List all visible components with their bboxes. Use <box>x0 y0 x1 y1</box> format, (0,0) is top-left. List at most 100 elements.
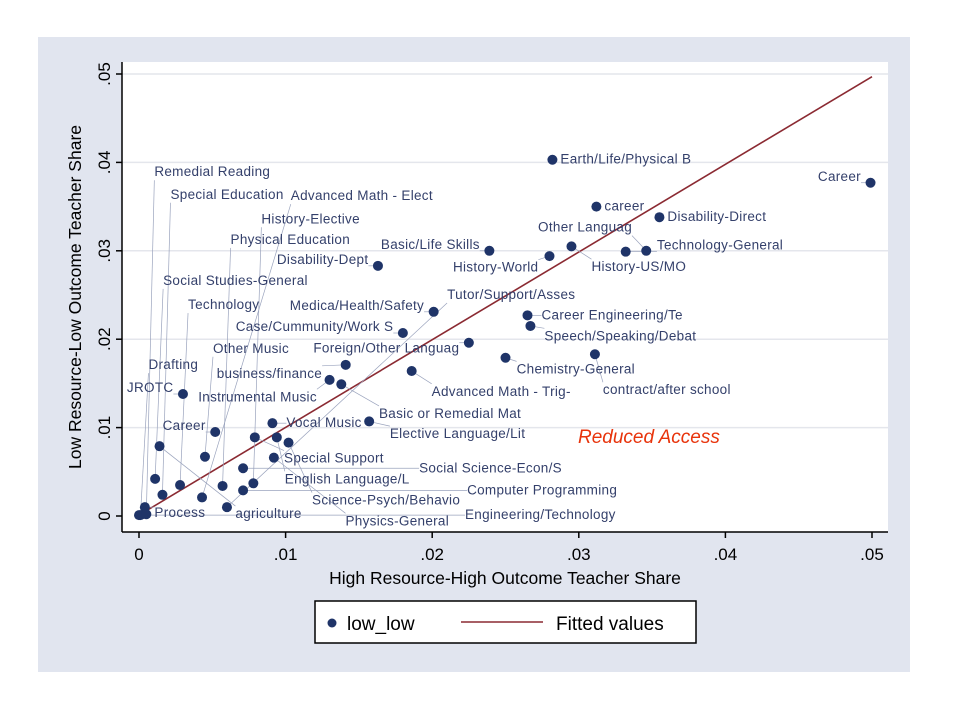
data-point <box>544 251 555 262</box>
data-point <box>500 352 511 363</box>
label-leader-line <box>179 313 189 486</box>
data-point-label: Special Education <box>170 187 283 202</box>
data-point <box>484 245 495 256</box>
label-leader-line <box>204 356 214 457</box>
data-point-label: Other Languag <box>538 220 632 235</box>
legend-marker-points <box>327 618 337 628</box>
data-point-label: Basic/Life Skills <box>381 237 480 252</box>
data-point-label: Elective Language/Lit <box>390 426 525 441</box>
data-point-label: Instrumental Music <box>198 389 317 404</box>
data-point <box>620 246 631 257</box>
label-leader-line <box>140 373 149 516</box>
data-point <box>340 359 351 370</box>
data-point-label: Case/Cummunity/Work S <box>236 319 394 334</box>
label-leader-line <box>273 457 346 514</box>
data-point <box>547 154 558 165</box>
data-point <box>589 349 600 360</box>
data-point <box>463 337 474 348</box>
label-leader-line <box>222 247 231 486</box>
data-point-label: Special Support <box>284 451 384 466</box>
data-point-label: Career <box>818 169 861 184</box>
data-point-label: Science-Psych/Behavio <box>312 493 460 508</box>
data-point-label: Physics-General <box>346 513 450 528</box>
data-point <box>271 432 282 443</box>
data-point-label: Social Science-Econ/S <box>419 460 562 475</box>
label-leader-line <box>145 180 155 515</box>
data-point-label: Physical Education <box>231 232 350 247</box>
data-point <box>364 416 375 427</box>
label-leader-line <box>159 445 236 507</box>
label-leader-line <box>276 437 286 472</box>
data-point-label: Disability-Dept <box>277 252 369 267</box>
y-tick-label: .05 <box>95 62 114 86</box>
data-point <box>372 260 383 271</box>
x-tick-label: .01 <box>274 545 298 564</box>
label-leader-line <box>226 302 448 508</box>
data-point <box>238 485 249 496</box>
data-point <box>525 320 536 331</box>
data-point <box>154 441 165 452</box>
legend: low_low Fitted values <box>314 600 697 644</box>
y-tick-label: .04 <box>95 151 114 175</box>
data-point-label: Drafting <box>148 357 198 372</box>
data-point-label: Vocal Music <box>286 415 361 430</box>
data-point <box>654 212 665 223</box>
data-point-label: History-US/MO <box>591 259 686 274</box>
data-point-label: History-Elective <box>261 211 360 226</box>
data-point <box>591 201 602 212</box>
data-point <box>249 432 260 443</box>
data-point-label: Social Studies-General <box>163 273 308 288</box>
x-tick-label: .03 <box>567 545 591 564</box>
data-point <box>248 478 259 489</box>
data-point-label: Earth/Life/Physical B <box>560 152 691 167</box>
data-point-label: JROTC <box>127 380 174 395</box>
data-point-label: English Language/L <box>285 471 410 486</box>
legend-label-fit: Fitted values <box>556 614 664 635</box>
data-point-label: Basic or Remedial Mat <box>379 406 521 421</box>
data-point <box>397 328 408 339</box>
data-point-label: Chemistry-General <box>517 361 635 376</box>
data-point-label: Advanced Math - Trig- <box>432 384 571 399</box>
data-point-label: career <box>604 199 644 214</box>
data-point-label: contract/after school <box>603 382 731 397</box>
data-point <box>221 502 232 513</box>
label-leader-line <box>201 203 292 498</box>
data-point-label: Career <box>163 418 206 433</box>
annotation-reduced-access: Reduced Access <box>578 427 720 448</box>
data-point-label: Technology <box>188 297 259 312</box>
label-leader-line <box>341 383 380 407</box>
data-point-label: Remedial Reading <box>154 164 270 179</box>
data-point <box>566 241 577 252</box>
y-tick-label: .01 <box>95 416 114 440</box>
data-point <box>141 509 152 520</box>
data-point <box>199 451 210 462</box>
data-point <box>865 177 876 188</box>
data-point <box>175 480 186 491</box>
data-point-label: Process <box>154 505 205 520</box>
data-point-label: Medica/Health/Safety <box>290 298 424 313</box>
data-point-label: Foreign/Other Languag <box>313 341 459 356</box>
data-point <box>197 492 208 503</box>
legend-label-points: low_low <box>347 614 415 635</box>
data-point <box>217 480 228 491</box>
data-point <box>428 306 439 317</box>
data-point-label: Career Engineering/Te <box>541 307 682 322</box>
data-point <box>157 489 168 500</box>
data-point <box>177 389 188 400</box>
data-point-label: Other Music <box>213 341 289 356</box>
data-point <box>641 245 652 256</box>
y-tick-label: .03 <box>95 239 114 263</box>
data-point <box>406 366 417 377</box>
y-tick-label: .02 <box>95 327 114 351</box>
data-point-label: business/finance <box>217 366 322 381</box>
data-point <box>238 463 249 474</box>
data-point <box>150 473 161 484</box>
data-point-label: Technology-General <box>657 237 783 252</box>
x-tick-label: .02 <box>420 545 444 564</box>
x-tick-label: .05 <box>860 545 884 564</box>
y-tick-label: 0 <box>95 511 114 520</box>
data-point <box>268 452 279 463</box>
data-point-label: Engineering/Technology <box>465 507 616 522</box>
data-point <box>210 427 221 438</box>
